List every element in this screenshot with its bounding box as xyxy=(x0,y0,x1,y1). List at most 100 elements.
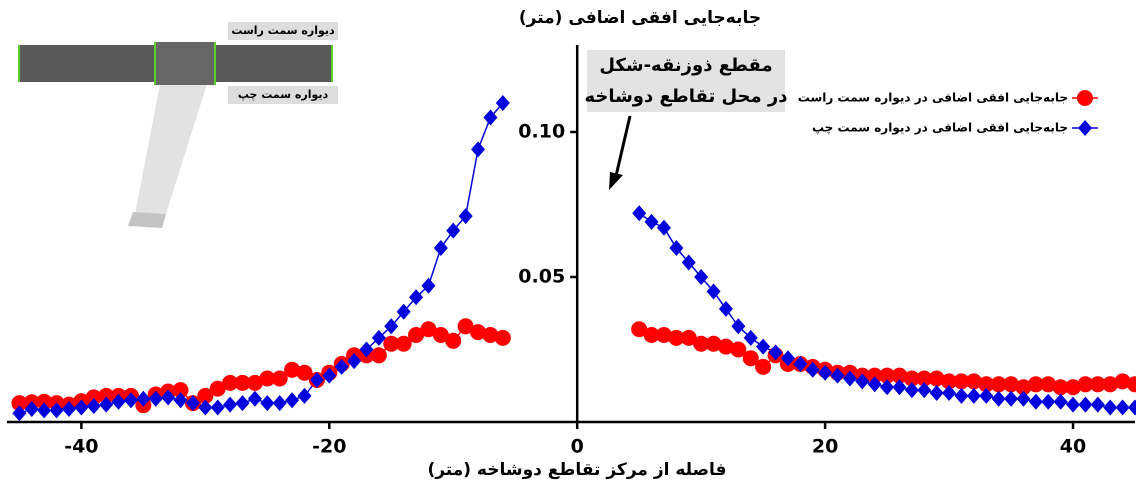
point xyxy=(482,327,499,343)
point xyxy=(891,367,908,384)
point xyxy=(209,380,226,397)
point xyxy=(222,374,239,391)
point xyxy=(421,277,436,294)
inset-branch-end xyxy=(128,212,166,228)
inset-label-box xyxy=(228,22,338,40)
point xyxy=(718,300,733,317)
point xyxy=(668,329,685,346)
point xyxy=(172,382,189,399)
point xyxy=(148,390,163,407)
point xyxy=(173,392,188,409)
point xyxy=(446,222,461,239)
point xyxy=(359,341,374,358)
point xyxy=(458,208,473,225)
point xyxy=(85,389,102,406)
point xyxy=(210,399,225,416)
point xyxy=(990,376,1007,393)
point xyxy=(632,205,647,222)
inset-joint xyxy=(155,42,215,85)
point xyxy=(1053,393,1068,410)
point xyxy=(842,370,857,387)
point xyxy=(36,393,53,410)
inset-label-box xyxy=(228,86,338,104)
point xyxy=(396,303,411,320)
point xyxy=(370,347,387,364)
point xyxy=(1041,393,1056,410)
point xyxy=(494,329,511,346)
point xyxy=(296,364,313,381)
point xyxy=(1090,396,1105,413)
point xyxy=(409,289,424,306)
point xyxy=(1078,120,1092,136)
point xyxy=(260,395,275,412)
point xyxy=(903,370,920,387)
point xyxy=(916,370,933,387)
point xyxy=(99,396,114,413)
point xyxy=(706,283,721,300)
point xyxy=(855,373,870,390)
point xyxy=(805,361,820,378)
point xyxy=(223,396,238,413)
point xyxy=(965,373,982,390)
point xyxy=(495,95,510,111)
annotation-arrowhead xyxy=(609,172,623,190)
point xyxy=(867,376,882,393)
x-tick-label: -20 xyxy=(312,436,346,458)
point xyxy=(1027,376,1044,393)
point xyxy=(879,367,896,384)
point xyxy=(655,327,672,343)
point xyxy=(942,385,957,401)
point xyxy=(284,361,301,378)
point xyxy=(1016,390,1031,407)
point xyxy=(1127,376,1136,393)
point xyxy=(11,395,28,412)
point xyxy=(471,141,486,158)
point xyxy=(705,335,722,352)
point xyxy=(978,376,995,393)
point xyxy=(384,318,399,335)
point xyxy=(643,327,660,343)
point xyxy=(433,240,448,256)
point xyxy=(12,405,27,422)
point xyxy=(309,371,324,388)
chart-title: جابه‌جایی افقی اضافی (متر) xyxy=(519,8,761,28)
point xyxy=(1115,399,1130,416)
point xyxy=(694,269,709,285)
point xyxy=(420,321,437,338)
point xyxy=(383,335,400,352)
point xyxy=(730,341,747,358)
point xyxy=(161,389,176,406)
point xyxy=(297,387,312,404)
point xyxy=(953,373,970,390)
point xyxy=(1077,376,1094,393)
point xyxy=(408,327,425,343)
point xyxy=(483,109,498,126)
point xyxy=(742,350,759,367)
legend-label: جابه‌جایی افقی اضافی در دیواره سمت چپ xyxy=(812,121,1068,136)
point xyxy=(755,358,772,375)
point xyxy=(136,390,151,407)
inset-label: دیواره سمت چپ xyxy=(238,88,329,101)
point xyxy=(669,240,684,256)
legend-label: جابه‌جایی افقی اضافی در دیواره سمت راست xyxy=(798,91,1068,106)
point xyxy=(1077,90,1093,106)
point xyxy=(371,329,386,346)
x-tick-label: 40 xyxy=(1060,436,1086,458)
point xyxy=(991,390,1006,407)
point xyxy=(111,393,126,410)
point xyxy=(731,318,746,335)
point xyxy=(86,398,101,415)
point xyxy=(644,213,659,230)
inset-branch xyxy=(135,84,207,214)
point xyxy=(322,367,337,384)
y-tick-label: 0.10 xyxy=(518,121,565,143)
point xyxy=(347,353,362,370)
point xyxy=(866,367,883,384)
point xyxy=(1078,396,1093,413)
point xyxy=(285,392,300,409)
point xyxy=(818,364,833,381)
inset-label: دیواره سمت راست xyxy=(231,24,335,37)
point xyxy=(830,367,845,384)
